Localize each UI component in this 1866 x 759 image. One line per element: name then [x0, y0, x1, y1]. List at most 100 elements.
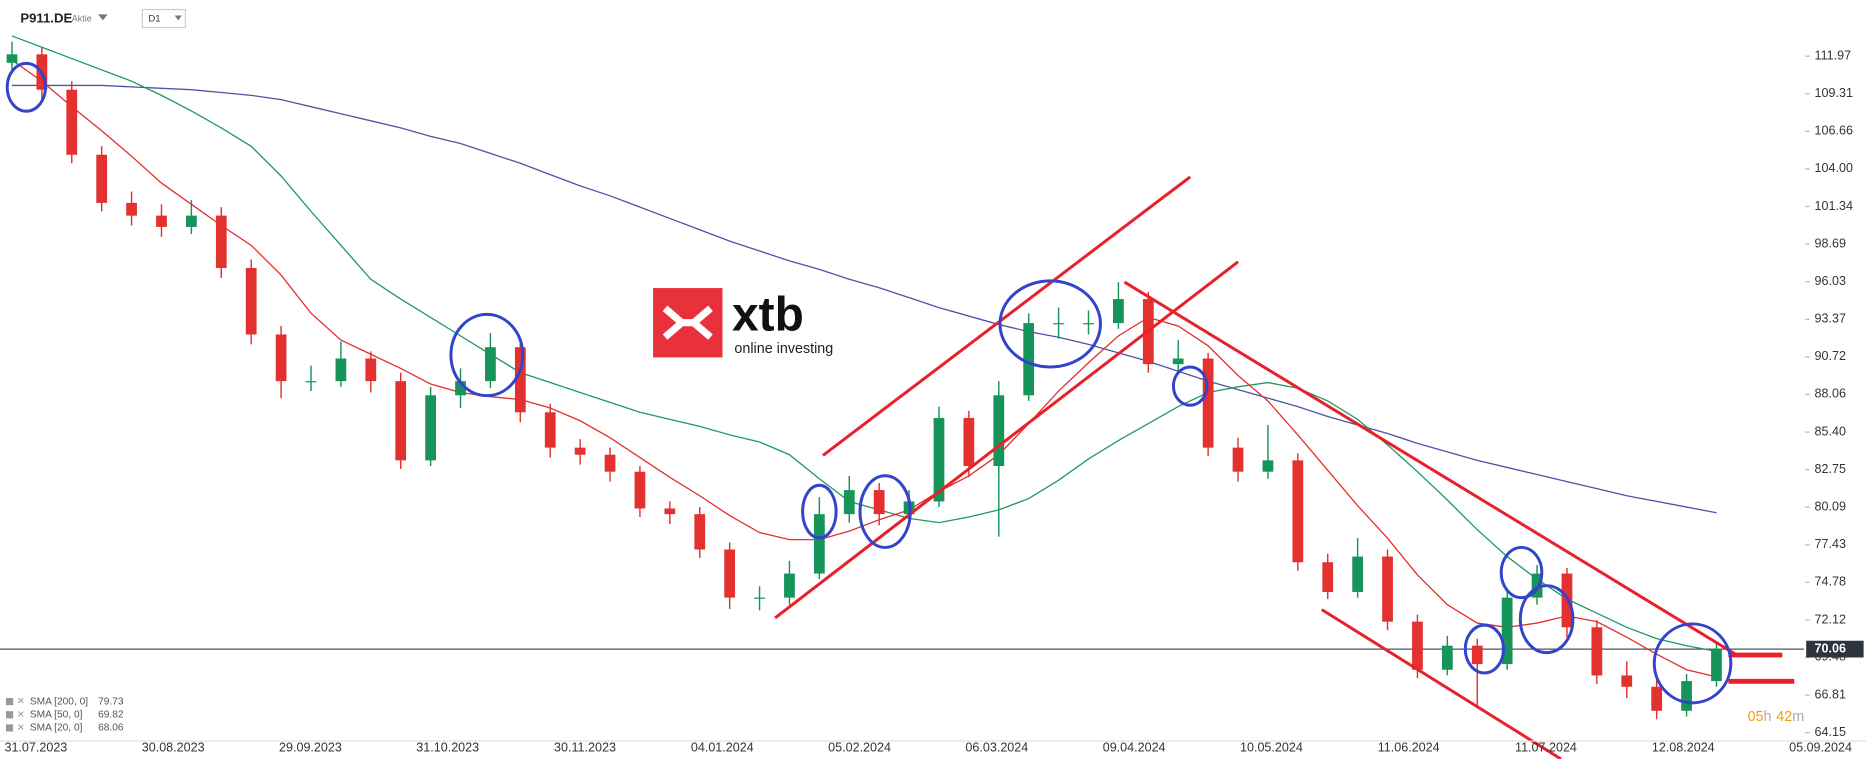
candle-body — [933, 417, 945, 502]
candle-body — [6, 54, 18, 63]
logo-x — [662, 305, 713, 340]
candle-body — [275, 334, 287, 382]
legend-x[interactable]: ✕ — [17, 709, 25, 720]
candle-body — [305, 381, 317, 383]
circle — [1652, 622, 1733, 705]
candle-body — [186, 215, 197, 227]
y-tick-label: 88.06 — [1815, 387, 1846, 401]
y-tick-label: 85.40 — [1815, 424, 1846, 438]
candle-body — [634, 471, 646, 509]
x-tick-label: 29.09.2023 — [279, 741, 342, 755]
x-tick-label: 05.09.2024 — [1789, 741, 1852, 755]
legend-icon — [5, 698, 14, 706]
candle-body — [425, 395, 436, 461]
candle-body — [156, 215, 167, 227]
candle-body — [514, 347, 526, 413]
x-tick-label: 30.11.2023 — [554, 741, 616, 755]
timer-m: m — [1792, 709, 1804, 725]
y-tick-label: 109.31 — [1815, 86, 1853, 100]
legend-name: SMA [200, 0] — [30, 696, 88, 707]
dropdown-arrow[interactable] — [98, 14, 108, 21]
current-price-tag — [1806, 640, 1864, 658]
candle-body — [1531, 573, 1543, 598]
symbol: P911.DE — [20, 11, 72, 26]
candle-body — [694, 514, 706, 550]
y-tick-label: 98.69 — [1815, 236, 1846, 250]
dropdown-arrow[interactable] — [174, 15, 182, 21]
candle-body — [1382, 556, 1393, 622]
legend-value: 79.73 — [98, 696, 124, 707]
candles-layer — [6, 41, 1722, 720]
candle-body — [66, 89, 78, 155]
legend-x[interactable]: ✕ — [17, 696, 25, 707]
candle-body — [813, 514, 825, 574]
candle-body — [843, 490, 855, 515]
circle — [1463, 623, 1506, 675]
candle-body — [1681, 681, 1692, 711]
x-tick-label: 10.05.2024 — [1240, 741, 1303, 755]
circle — [801, 483, 838, 540]
x-tick-label: 09.04.2024 — [1103, 741, 1166, 755]
candle-body — [1232, 447, 1244, 472]
y-tick-label: 101.34 — [1815, 199, 1853, 213]
timer-h: h — [1764, 709, 1772, 725]
sma-line — [11, 84, 1717, 514]
candle-body — [1262, 460, 1274, 472]
y-tick-label: 104.00 — [1815, 161, 1853, 175]
x-tick-label: 06.03.2024 — [965, 741, 1028, 755]
candle-body — [754, 597, 765, 599]
y-tick-label: 93.37 — [1815, 312, 1846, 326]
candle-body — [1322, 562, 1334, 592]
candle-body — [574, 447, 586, 455]
candle-body — [395, 381, 407, 461]
legend-x[interactable]: ✕ — [17, 722, 25, 733]
trend-line — [822, 175, 1192, 457]
annotations — [5, 61, 1795, 759]
y-tick-label: 90.72 — [1815, 349, 1846, 363]
candle-body — [1083, 323, 1094, 325]
circle — [998, 279, 1102, 369]
candle-body — [485, 347, 496, 382]
candle-body — [1471, 645, 1483, 665]
y-tick-label: 96.03 — [1815, 274, 1846, 288]
candle-body — [1292, 460, 1304, 563]
y-tick-label: 106.66 — [1815, 124, 1853, 138]
x-tick-label: 31.10.2023 — [416, 741, 479, 755]
candle-body — [963, 417, 975, 467]
legend-icon — [5, 711, 14, 719]
candle-body — [96, 154, 108, 203]
highlight-circles — [5, 61, 1733, 705]
circle — [1171, 365, 1209, 407]
candle-body — [724, 549, 736, 598]
candle-body — [1621, 675, 1633, 687]
candle-body — [1053, 323, 1064, 325]
legend-name: SMA [20, 0] — [30, 723, 83, 734]
x-tick-label: 11.07.2024 — [1515, 741, 1577, 755]
candle-body — [1023, 323, 1035, 396]
timer-minutes: 42 — [1776, 709, 1792, 725]
y-tick-label: 74.78 — [1815, 575, 1846, 589]
y-tick-label: 72.12 — [1815, 612, 1846, 626]
trend-lines — [774, 175, 1795, 759]
instrument-type: Aktie — [72, 13, 92, 23]
x-tick-label: 12.08.2024 — [1652, 741, 1715, 755]
x-tick-label: 05.02.2024 — [828, 741, 891, 755]
candle-body — [1441, 645, 1453, 670]
candle-body — [245, 267, 257, 335]
interval-select[interactable] — [141, 8, 187, 29]
candle-body — [604, 454, 616, 472]
legend-name: SMA [50, 0] — [30, 709, 83, 720]
trend-line — [1123, 280, 1738, 657]
candle-body — [1352, 556, 1364, 592]
logo-brand: xtb — [732, 289, 804, 342]
legend-value: 68.06 — [98, 723, 124, 734]
y-tick-label: 82.75 — [1815, 462, 1846, 476]
logo-tagline: online investing — [734, 341, 833, 357]
candle-body — [873, 490, 885, 515]
y-tick-label: 66.81 — [1815, 687, 1846, 701]
timer: 05h 42m — [1748, 709, 1805, 725]
candle-body — [1412, 621, 1423, 670]
x-tick-label: 11.06.2024 — [1378, 741, 1440, 755]
circle — [449, 312, 525, 398]
logo: xtb online investing — [653, 288, 833, 358]
